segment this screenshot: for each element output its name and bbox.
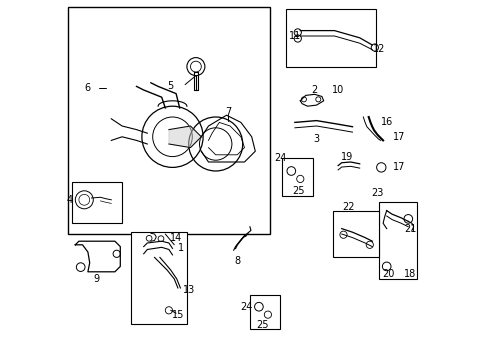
Text: 11: 11 — [288, 31, 301, 41]
Polygon shape — [168, 126, 201, 148]
Text: 21: 21 — [403, 224, 415, 234]
Text: 10: 10 — [331, 85, 344, 95]
Text: 18: 18 — [403, 269, 415, 279]
Bar — [249, 295, 280, 329]
Bar — [285, 9, 375, 67]
Text: 1: 1 — [178, 243, 184, 253]
Text: 23: 23 — [371, 188, 383, 198]
Text: 13: 13 — [182, 285, 194, 295]
Text: 19: 19 — [340, 152, 352, 162]
Text: 25: 25 — [292, 186, 304, 196]
Text: 4: 4 — [67, 195, 73, 205]
Text: 2: 2 — [311, 85, 317, 95]
Text: 12: 12 — [372, 44, 385, 54]
Text: 7: 7 — [224, 107, 231, 117]
Bar — [282, 158, 312, 196]
Bar — [131, 232, 186, 324]
Text: 16: 16 — [380, 117, 392, 127]
Bar — [332, 211, 379, 257]
Text: 20: 20 — [382, 269, 394, 279]
Text: 15: 15 — [171, 310, 183, 320]
Text: 17: 17 — [392, 162, 405, 172]
Text: 22: 22 — [341, 202, 354, 212]
Bar — [72, 182, 122, 223]
Text: 3: 3 — [313, 134, 319, 144]
Text: 6: 6 — [84, 83, 91, 93]
Text: 5: 5 — [167, 81, 173, 91]
Text: 17: 17 — [392, 132, 405, 142]
Text: 14: 14 — [170, 233, 182, 243]
Bar — [68, 7, 269, 234]
Text: 24: 24 — [240, 302, 252, 312]
Bar — [379, 202, 416, 279]
Text: 24: 24 — [274, 153, 286, 163]
Text: 8: 8 — [234, 256, 240, 266]
Text: 9: 9 — [94, 274, 100, 284]
Text: 25: 25 — [256, 320, 268, 330]
